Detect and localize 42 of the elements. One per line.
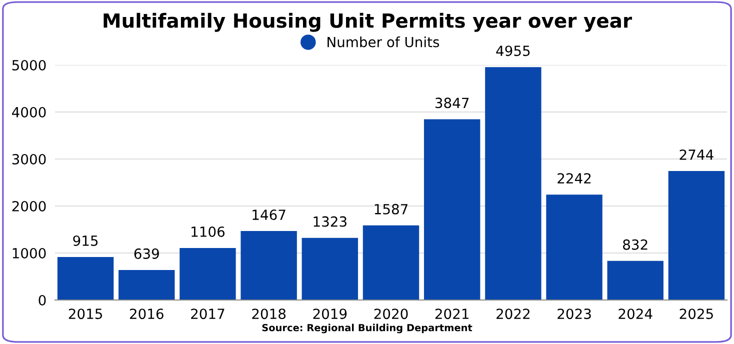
- y-tick-label: 0: [38, 294, 46, 306]
- bar: [607, 260, 664, 300]
- bar: [180, 248, 236, 300]
- x-tick-label: 2022: [496, 308, 530, 320]
- bar: [485, 67, 542, 300]
- bar: [424, 119, 480, 300]
- data-label: 2744: [680, 150, 714, 160]
- bar: [668, 171, 725, 300]
- bar: [118, 270, 175, 300]
- x-tick-label: 2023: [558, 308, 591, 320]
- x-tick-label: 2019: [313, 308, 347, 320]
- x-tick-label: 2021: [435, 308, 468, 320]
- x-tick-label: 2016: [130, 308, 164, 320]
- x-tick-label: 2017: [191, 308, 224, 320]
- x-tick-label: 2024: [618, 308, 652, 320]
- bar: [362, 225, 420, 300]
- bar: [57, 256, 114, 300]
- y-tick-label: 2000: [12, 200, 46, 212]
- source-note: Source: Regional Building Department: [262, 324, 472, 334]
- x-tick-label: 2015: [68, 308, 102, 320]
- data-label: 639: [134, 248, 159, 259]
- data-label: 3847: [435, 98, 469, 108]
- y-tick-label: 5000: [12, 60, 46, 70]
- data-label: 832: [623, 239, 648, 250]
- y-tick-label: 4000: [12, 106, 46, 118]
- y-tick-label: 1000: [12, 248, 46, 258]
- data-label: 2242: [558, 173, 591, 184]
- legend-label: Number of Units: [328, 36, 440, 48]
- data-label: 1323: [314, 216, 346, 227]
- chart-title: Multifamily Housing Unit Permits year over year: [104, 12, 632, 32]
- x-tick-label: 2025: [680, 308, 713, 320]
- x-tick-label: 2018: [252, 308, 286, 320]
- bar: [240, 231, 297, 300]
- data-label: 1106: [192, 226, 225, 237]
- x-tick-label: 2020: [374, 308, 408, 320]
- bar: [302, 238, 358, 300]
- data-label: 1467: [252, 210, 286, 220]
- data-label: 915: [73, 235, 98, 246]
- y-tick-label: 3000: [12, 154, 46, 164]
- bar: [546, 194, 602, 300]
- data-label: 1587: [374, 204, 408, 214]
- data-label: 4955: [496, 46, 530, 56]
